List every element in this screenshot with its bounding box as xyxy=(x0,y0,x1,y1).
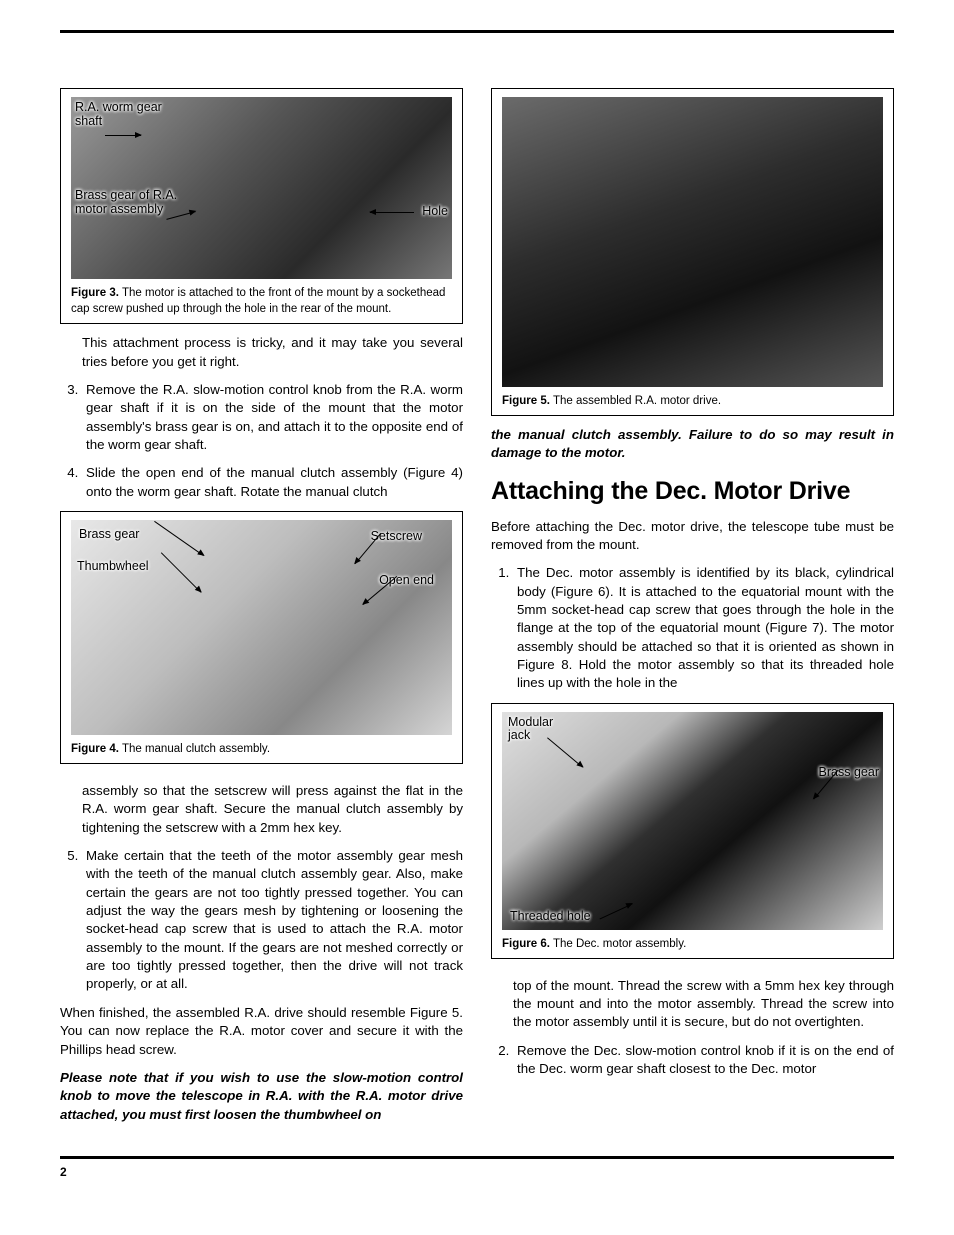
bottom-rule xyxy=(60,1156,894,1159)
arrow-icon xyxy=(370,212,414,213)
fig6-label-threaded-hole: Threaded hole xyxy=(510,910,591,924)
figure-6-box: Modular jack Brass gear Threaded hole Fi… xyxy=(491,703,894,959)
figure-6-caption-text: The Dec. motor assembly. xyxy=(553,938,686,950)
paragraph-tricky: This attachment process is tricky, and i… xyxy=(60,334,463,371)
dec-steps-list-2: Remove the Dec. slow-motion control knob… xyxy=(491,1042,894,1079)
arrow-icon xyxy=(105,135,141,136)
paragraph-before: Before attaching the Dec. motor drive, t… xyxy=(491,518,894,555)
figure-4-image: Brass gear Setscrew Thumbwheel Open end xyxy=(71,520,452,735)
steps-list-5: Make certain that the teeth of the motor… xyxy=(60,847,463,994)
arrow-icon xyxy=(161,552,201,592)
arrow-icon xyxy=(599,903,632,919)
step-3: Remove the R.A. slow-motion control knob… xyxy=(82,381,463,454)
two-column-layout: R.A. worm gear shaft Brass gear of R.A. … xyxy=(60,88,894,1134)
arrow-icon xyxy=(154,521,204,556)
paragraph-note-cont: the manual clutch assembly. Failure to d… xyxy=(491,426,894,463)
steps-list-3-4: Remove the R.A. slow-motion control knob… xyxy=(60,381,463,501)
step-4: Slide the open end of the manual clutch … xyxy=(82,464,463,501)
fig4-label-brass-gear: Brass gear xyxy=(79,528,139,542)
figure-3-caption: Figure 3. The motor is attached to the f… xyxy=(71,285,452,317)
step-5: Make certain that the teeth of the motor… xyxy=(82,847,463,994)
top-rule xyxy=(60,30,894,33)
left-column: R.A. worm gear shaft Brass gear of R.A. … xyxy=(60,88,463,1134)
figure-3-caption-text: The motor is attached to the front of th… xyxy=(71,287,445,315)
figure-4-title: Figure 4. xyxy=(71,743,119,755)
figure-3-image: R.A. worm gear shaft Brass gear of R.A. … xyxy=(71,97,452,279)
figure-5-caption-text: The assembled R.A. motor drive. xyxy=(553,395,721,407)
figure-3-title: Figure 3. xyxy=(71,287,119,299)
figure-5-caption: Figure 5. The assembled R.A. motor drive… xyxy=(502,393,883,409)
dec-steps-list-1: The Dec. motor assembly is identified by… xyxy=(491,564,894,692)
fig3-label-hole: Hole xyxy=(422,205,448,219)
figure-6-caption: Figure 6. The Dec. motor assembly. xyxy=(502,936,883,952)
figure-6-image: Modular jack Brass gear Threaded hole xyxy=(502,712,883,930)
fig4-label-open-end: Open end xyxy=(379,574,434,588)
figure-4-box: Brass gear Setscrew Thumbwheel Open end … xyxy=(60,511,463,764)
paragraph-note: Please note that if you wish to use the … xyxy=(60,1069,463,1124)
paragraph-top-of-mount: top of the mount. Thread the screw with … xyxy=(491,977,894,1032)
fig3-label-brass-gear: Brass gear of R.A. motor assembly xyxy=(75,189,195,217)
figure-5-box: Figure 5. The assembled R.A. motor drive… xyxy=(491,88,894,416)
figure-4-caption-text: The manual clutch assembly. xyxy=(122,743,270,755)
page-number: 2 xyxy=(60,1165,894,1179)
dec-step-2: Remove the Dec. slow-motion control knob… xyxy=(513,1042,894,1079)
fig6-label-brass-gear: Brass gear xyxy=(819,766,879,780)
dec-step-1: The Dec. motor assembly is identified by… xyxy=(513,564,894,692)
fig4-label-thumbwheel: Thumbwheel xyxy=(77,560,149,574)
fig6-label-modular-jack: Modular jack xyxy=(508,716,568,744)
paragraph-finished: When finished, the assembled R.A. drive … xyxy=(60,1004,463,1059)
figure-3-box: R.A. worm gear shaft Brass gear of R.A. … xyxy=(60,88,463,324)
figure-5-image xyxy=(502,97,883,387)
figure-4-caption: Figure 4. The manual clutch assembly. xyxy=(71,741,452,757)
arrow-icon xyxy=(355,533,381,564)
right-column: Figure 5. The assembled R.A. motor drive… xyxy=(491,88,894,1134)
paragraph-setscrew: assembly so that the setscrew will press… xyxy=(60,782,463,837)
fig3-label-ra-worm: R.A. worm gear shaft xyxy=(75,101,185,129)
figure-5-title: Figure 5. xyxy=(502,395,550,407)
section-heading-dec-motor: Attaching the Dec. Motor Drive xyxy=(491,477,894,506)
figure-6-title: Figure 6. xyxy=(502,938,550,950)
